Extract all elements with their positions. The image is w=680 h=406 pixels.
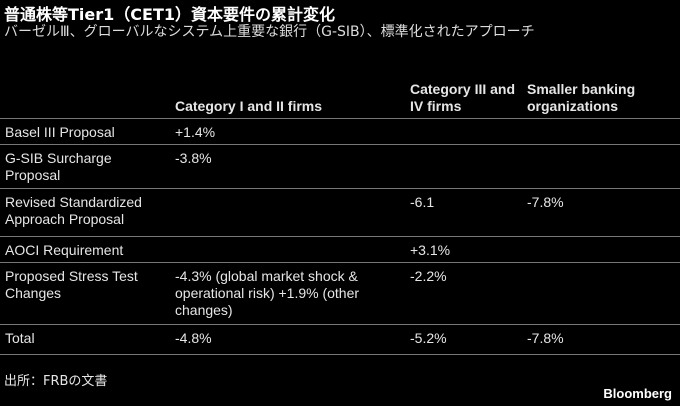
cell xyxy=(522,144,680,189)
table-body: Basel III Proposal +1.4% G-SIB Surcharge P… xyxy=(0,118,680,355)
table-row: Proposed Stress Test Changes -4.3% (globa… xyxy=(0,262,680,325)
cell: -5.2% xyxy=(405,324,522,355)
cell: -6.1 xyxy=(405,188,522,237)
cell: +1.4% xyxy=(170,118,405,145)
row-label: G-SIB Surcharge Proposal xyxy=(0,144,170,189)
header-row: Category I and II firms Category III and … xyxy=(0,76,680,119)
cell xyxy=(522,118,680,145)
cell xyxy=(405,118,522,145)
column-header: Category III and IV firms xyxy=(405,76,522,119)
row-label: AOCI Requirement xyxy=(0,236,170,263)
table-row: G-SIB Surcharge Proposal -3.8% xyxy=(0,144,680,189)
cell xyxy=(522,262,680,325)
cell xyxy=(170,188,405,237)
source: 出所：FRBの文書 xyxy=(4,374,108,389)
table-row: Basel III Proposal +1.4% xyxy=(0,118,680,145)
row-label: Revised Standardized Approach Proposal xyxy=(0,188,170,237)
row-label: Basel III Proposal xyxy=(0,118,170,145)
cell: +3.1% xyxy=(405,236,522,263)
column-header xyxy=(0,76,170,119)
cell: -7.8% xyxy=(522,324,680,355)
row-label: Total xyxy=(0,324,170,355)
cell xyxy=(170,236,405,263)
cell: -4.3% (global market shock & operational… xyxy=(170,262,405,325)
cell xyxy=(405,144,522,189)
cell: -7.8% xyxy=(522,188,680,237)
cell: -3.8% xyxy=(170,144,405,189)
subtitle: バーゼルⅢ、グローバルなシステム上重要な銀行（G-SIB）、標準化されたアプロー… xyxy=(4,24,535,40)
cell: -2.2% xyxy=(405,262,522,325)
table-row: Total -4.8% -5.2% -7.8% xyxy=(0,324,680,355)
row-label: Proposed Stress Test Changes xyxy=(0,262,170,325)
table-row: Revised Standardized Approach Proposal -6… xyxy=(0,188,680,237)
table-row: AOCI Requirement +3.1% xyxy=(0,236,680,263)
table: Category I and II firms Category III and … xyxy=(0,76,680,355)
title: 普通株等Tier1（CET1）資本要件の累計変化 xyxy=(4,5,335,24)
cell: -4.8% xyxy=(170,324,405,355)
column-header: Smaller banking organizations xyxy=(522,76,680,119)
column-header: Category I and II firms xyxy=(170,76,405,119)
brand: Bloomberg xyxy=(603,386,672,401)
cell xyxy=(522,236,680,263)
